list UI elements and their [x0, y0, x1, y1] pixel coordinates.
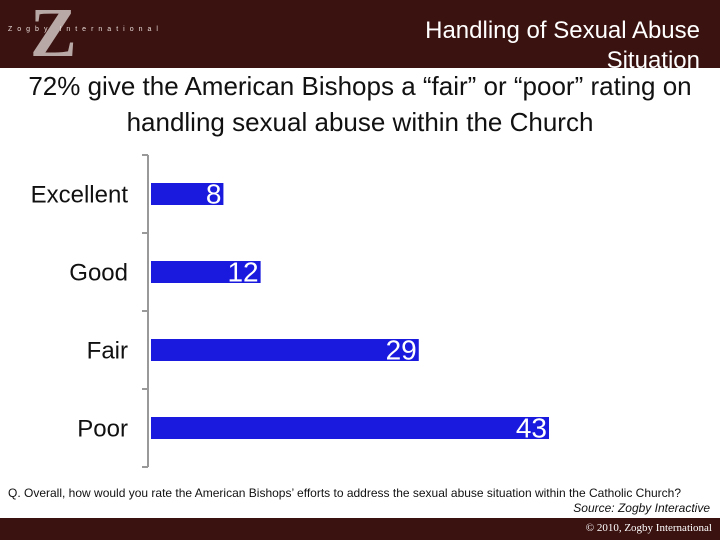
bar	[149, 337, 421, 363]
brand-name: Zogby International	[8, 26, 163, 33]
value-label: 8	[206, 178, 222, 209]
category-label: Fair	[87, 337, 128, 364]
value-label: 29	[386, 334, 417, 365]
logo-letter: Z	[30, 0, 77, 68]
source: Source: Zogby Interactive	[573, 501, 710, 515]
value-label: 12	[227, 256, 258, 287]
header: Z Zogby International Handling of Sexual…	[0, 0, 720, 68]
bar	[149, 259, 263, 285]
bar	[149, 181, 226, 207]
category-label: Good	[69, 259, 128, 286]
category-label: Excellent	[31, 181, 129, 208]
chart-title: Handling of Sexual Abuse Situation	[425, 17, 700, 68]
headline: 72% give the American Bishops a “fair” o…	[0, 68, 720, 140]
footer-bar: © 2010, Zogby International	[0, 518, 720, 540]
value-label: 43	[516, 412, 547, 443]
question-note: Q. Overall, how would you rate the Ameri…	[8, 486, 682, 500]
bar	[149, 415, 551, 441]
copyright: © 2010, Zogby International	[585, 522, 712, 534]
category-label: Poor	[77, 415, 128, 442]
